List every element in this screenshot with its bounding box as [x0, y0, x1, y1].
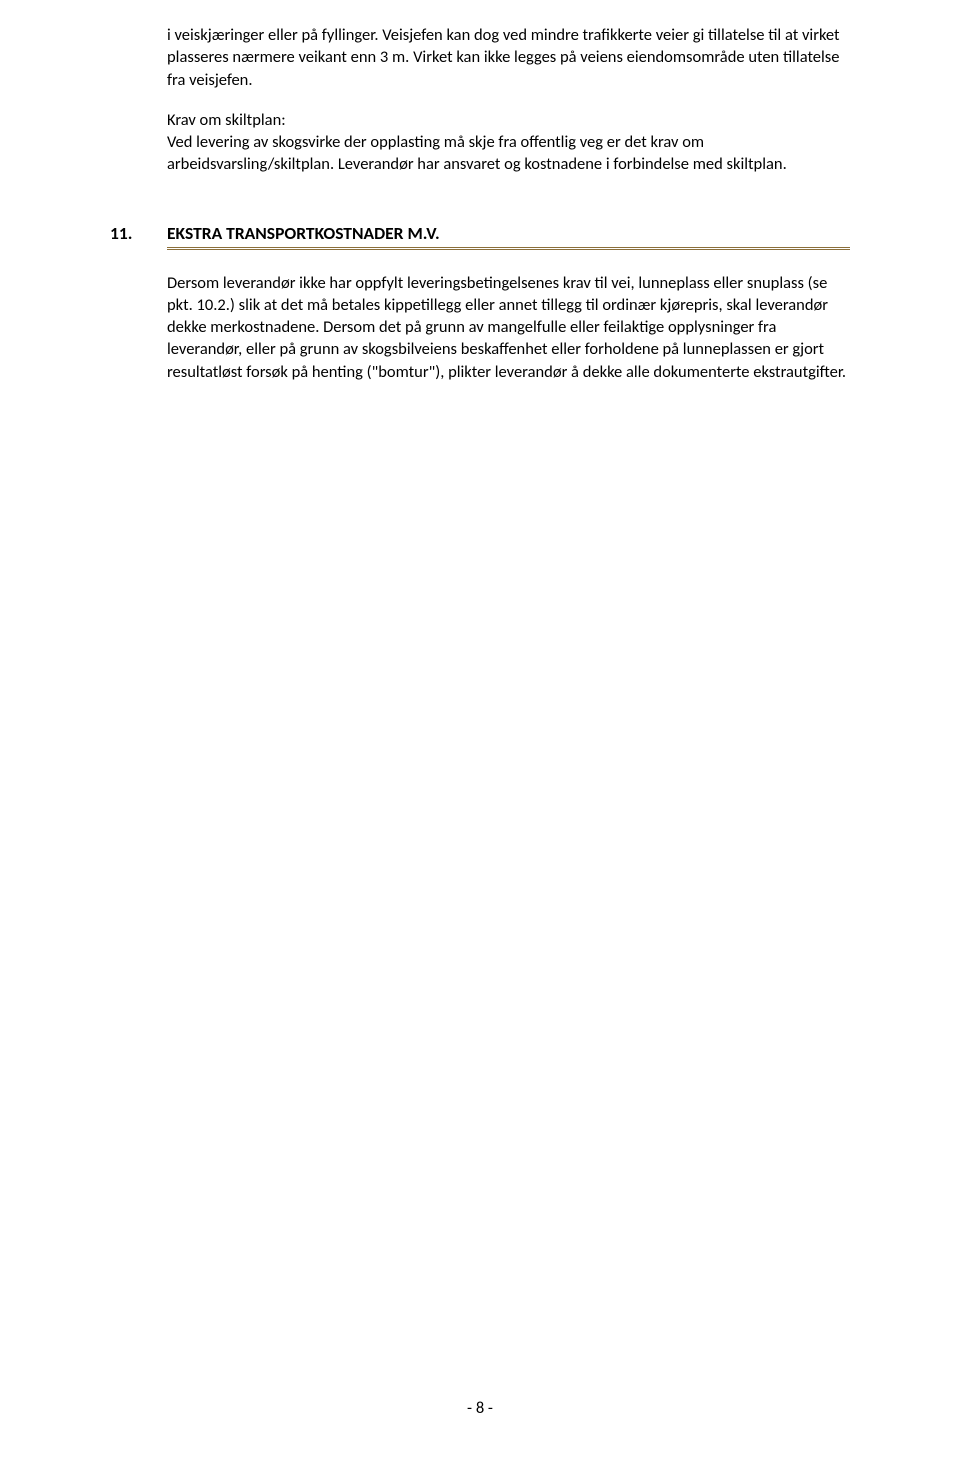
- paragraph: Dersom leverandør ikke har oppfylt lever…: [167, 272, 850, 383]
- section-underline: [167, 247, 850, 250]
- paragraph: Krav om skiltplan: Ved levering av skogs…: [167, 109, 850, 176]
- body-block-lower: Dersom leverandør ikke har oppfylt lever…: [110, 272, 850, 383]
- page-number: - 8 -: [467, 1398, 493, 1418]
- section-title: EKSTRA TRANSPORTKOSTNADER M.V.: [167, 222, 440, 244]
- section-number: 11.: [110, 222, 167, 244]
- paragraph: i veiskjæringer eller på fyllinger. Veis…: [167, 24, 850, 91]
- document-page: i veiskjæringer eller på fyllinger. Veis…: [0, 0, 960, 1474]
- page-footer: - 8 -: [0, 1398, 960, 1418]
- paragraph-text: Ved levering av skogsvirke der opplastin…: [167, 132, 787, 174]
- section-heading-row: 11. EKSTRA TRANSPORTKOSTNADER M.V.: [110, 222, 850, 244]
- body-block-upper: i veiskjæringer eller på fyllinger. Veis…: [110, 0, 850, 176]
- paragraph-lead: Krav om skiltplan:: [167, 110, 286, 130]
